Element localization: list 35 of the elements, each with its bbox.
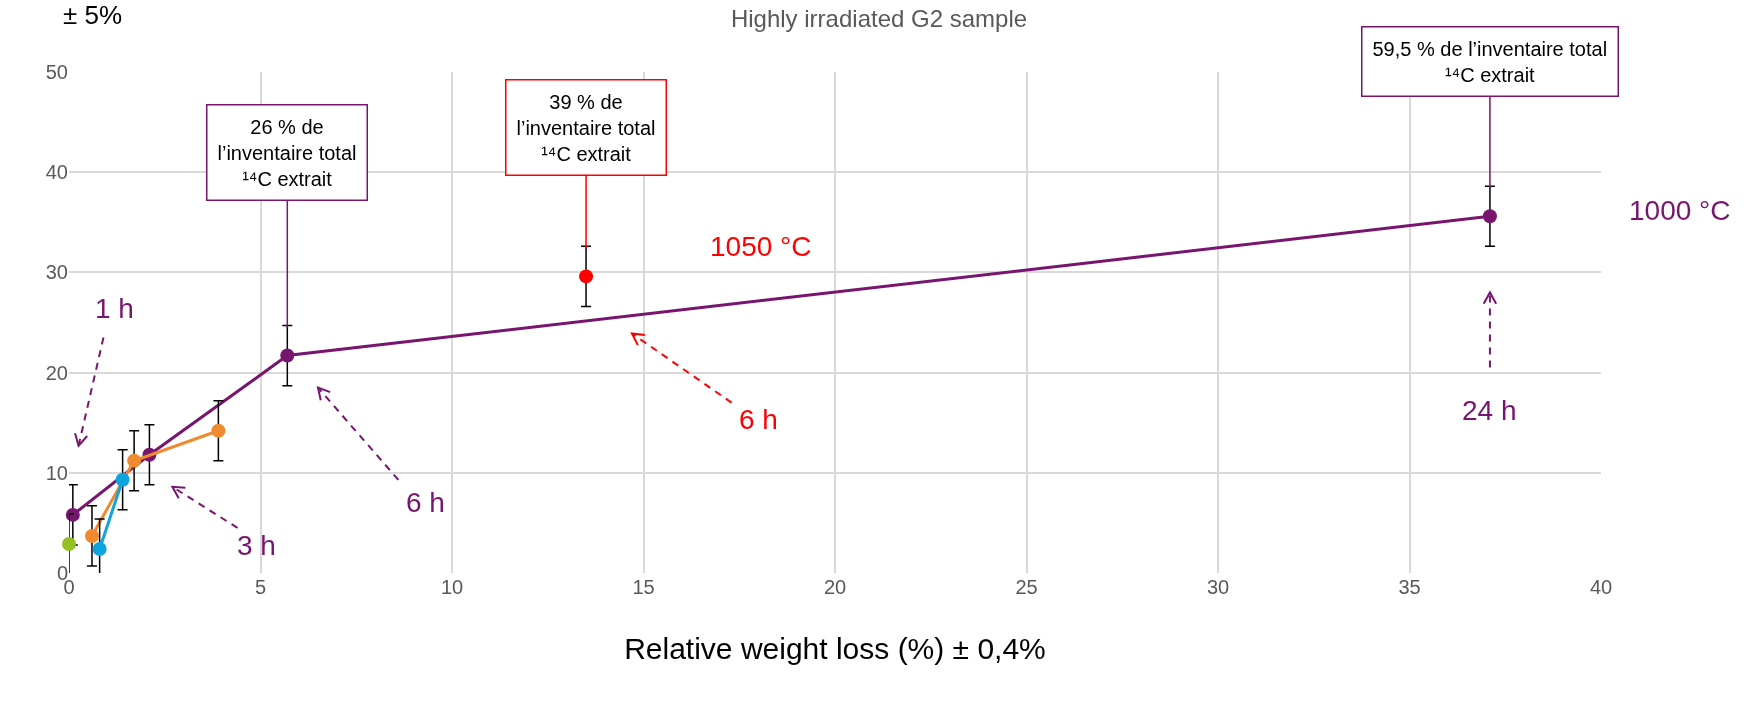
annotation: 6 h: [739, 404, 778, 435]
annotation: 26 % de l’inventaire total ¹⁴C extrait: [217, 115, 357, 190]
point: [84, 528, 99, 543]
point: [579, 269, 594, 284]
x-tick-label: 15: [632, 576, 655, 598]
point: [1482, 209, 1497, 224]
x-tick-label: 35: [1398, 576, 1421, 598]
x-tick-label: 30: [1206, 576, 1230, 598]
y-axis-title: ± 5%: [63, 0, 123, 30]
chart-title: Highly irradiated G2 sample: [730, 5, 1028, 33]
text: 1000 °C: [1629, 195, 1731, 226]
y-tick-label: 50: [45, 61, 68, 83]
annotation: 1 h: [95, 293, 134, 324]
point: [115, 472, 130, 487]
point: [62, 536, 76, 551]
annotation: 3 h: [237, 530, 276, 561]
y-tick-label: 20: [45, 361, 68, 384]
x-tick-label: 40: [1589, 576, 1613, 598]
point: [211, 423, 226, 438]
y-tick-label: 40: [45, 161, 68, 184]
y-tick-label: 10: [45, 461, 68, 484]
point: [280, 348, 295, 363]
x-axis-title: Relative weight loss (%) ± 0,4%: [624, 631, 1046, 665]
annotation: 24 h: [1462, 395, 1517, 426]
annotation: 6 h: [406, 487, 445, 518]
point: [127, 453, 142, 468]
annotation: 39 % de l’inventaire total ¹⁴C extrait: [516, 90, 656, 165]
point: [92, 541, 107, 556]
x-tick-label: 5: [254, 576, 267, 598]
x-tick-label: 25: [1015, 576, 1038, 598]
x-tick-label: 20: [823, 576, 847, 598]
x-tick-label: 10: [440, 576, 464, 598]
text: 1050 °C: [710, 231, 812, 262]
annotation: 59,5 % de l’inventaire total ¹⁴C extrait: [1372, 37, 1608, 86]
y-tick-label: 30: [45, 261, 68, 284]
